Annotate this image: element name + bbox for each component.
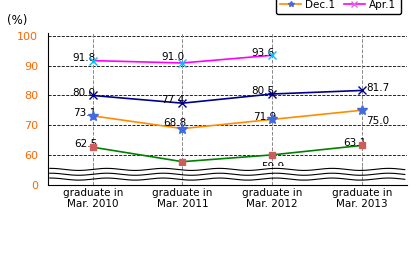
- Text: 57.6: 57.6: [171, 169, 195, 179]
- Text: 68.8: 68.8: [163, 118, 186, 128]
- Text: 59.9: 59.9: [261, 162, 284, 172]
- Text: 75.0: 75.0: [366, 116, 389, 126]
- Text: 77.4: 77.4: [162, 95, 185, 105]
- Text: 93.6: 93.6: [251, 48, 274, 58]
- Text: 73.1: 73.1: [73, 108, 97, 118]
- Text: 81.7: 81.7: [366, 83, 389, 93]
- Legend: Oct.1, Dec.1, Feb.1, Apr.1: Oct.1, Dec.1, Feb.1, Apr.1: [276, 0, 402, 14]
- Text: 71.9: 71.9: [253, 112, 276, 122]
- Text: 80.0: 80.0: [72, 88, 95, 98]
- Text: 91.8: 91.8: [72, 53, 95, 63]
- Text: 62.5: 62.5: [75, 140, 98, 149]
- Text: 91.0: 91.0: [162, 52, 185, 62]
- Text: 80.5: 80.5: [251, 86, 274, 96]
- Text: (%): (%): [7, 14, 27, 27]
- Text: 63.1: 63.1: [344, 138, 367, 148]
